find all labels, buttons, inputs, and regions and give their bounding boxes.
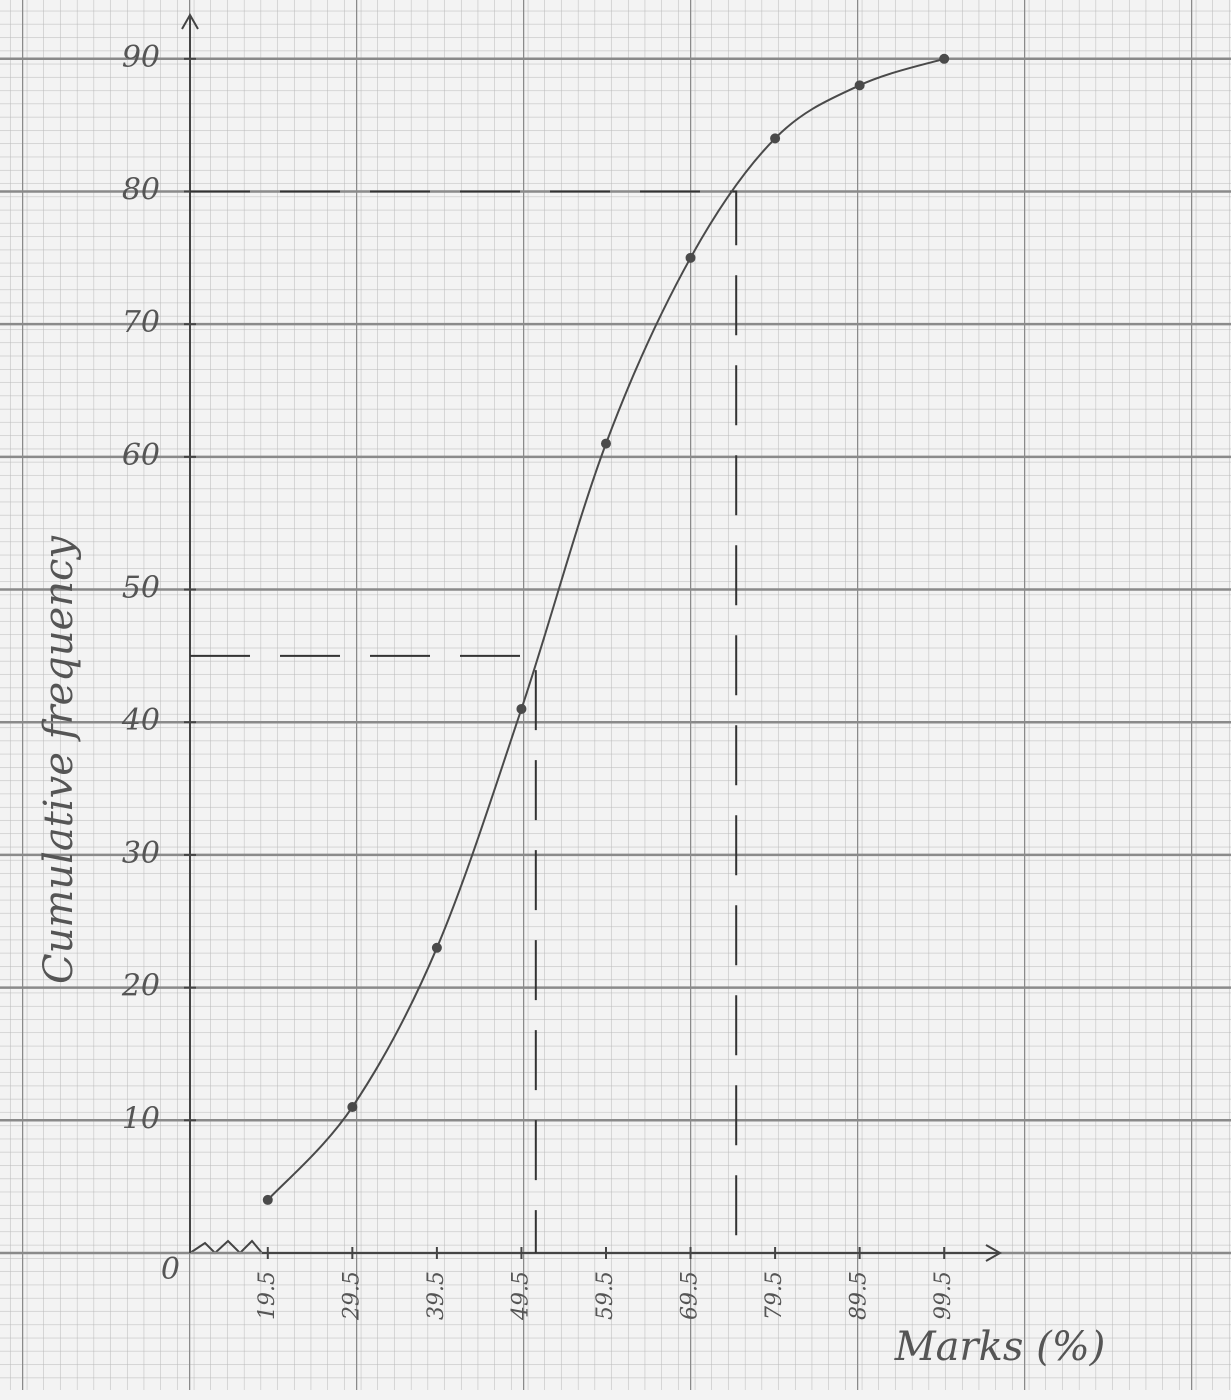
x-tick-label: 89.5 (847, 1271, 872, 1320)
x-tick-label: 39.5 (424, 1271, 449, 1320)
data-point (600, 438, 611, 449)
x-tick-label: 69.5 (678, 1271, 703, 1320)
ogive-curve (267, 57, 945, 1201)
reference-line (190, 654, 537, 1253)
x-tick-label: 49.5 (508, 1271, 533, 1321)
y-tick-label: 90 (122, 40, 160, 75)
x-tick-label: 99.5 (931, 1271, 956, 1320)
y-tick-label: 80 (122, 172, 160, 207)
x-axis-title: Marks (%) (894, 1324, 1106, 1370)
y-axis-title: Cumulative frequency (36, 535, 82, 984)
y-tick-label: 10 (122, 1101, 160, 1136)
x-axis (262, 1244, 1003, 1262)
axis-break (189, 1239, 263, 1255)
y-tick-label: 30 (122, 836, 160, 871)
x-tick-label: 19.5 (255, 1271, 280, 1320)
data-point (685, 252, 696, 263)
data-point (516, 703, 527, 714)
y-tick-label: 70 (122, 305, 160, 340)
x-tick-label: 79.5 (762, 1271, 787, 1320)
x-tick-label: 59.5 (593, 1271, 618, 1320)
reference-line (190, 190, 738, 1253)
y-axis (181, 12, 199, 1253)
y-tick-label: 60 (122, 438, 160, 473)
x-tick-label: 29.5 (339, 1271, 364, 1321)
y-tick-label: 40 (121, 703, 160, 738)
y-tick-label: 0 (161, 1252, 180, 1287)
data-point (854, 80, 865, 91)
data-point (431, 942, 442, 953)
y-tick-label: 20 (121, 969, 160, 1004)
y-tick-label: 50 (122, 571, 160, 606)
data-point (347, 1102, 358, 1113)
data-point (770, 133, 781, 144)
data-point (262, 1194, 273, 1205)
data-point (939, 53, 950, 64)
